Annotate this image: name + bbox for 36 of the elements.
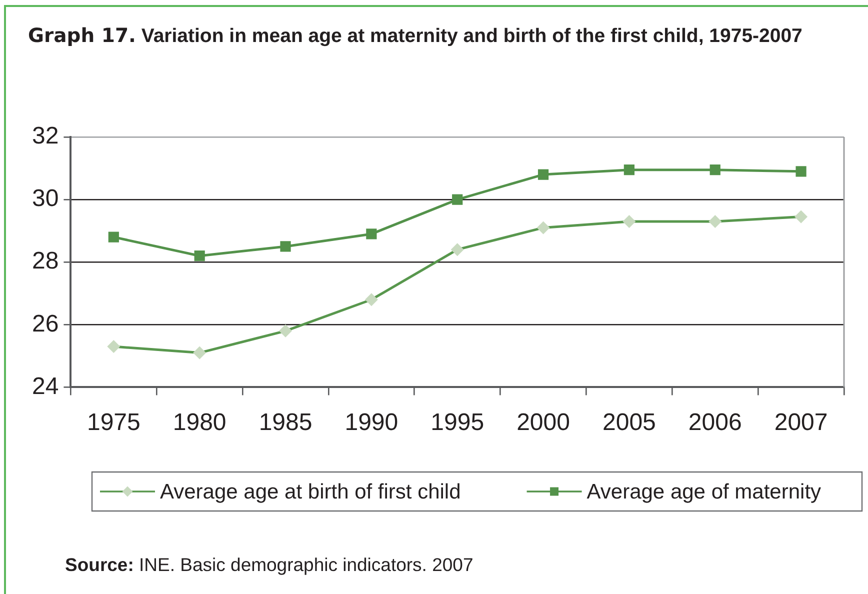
x-tick-label: 2006 [688, 409, 742, 436]
x-tick-label: 1990 [344, 409, 398, 436]
point [279, 324, 292, 338]
x-tick-label: 2000 [516, 409, 570, 436]
point [452, 194, 463, 205]
y-tick-label: 32 [32, 122, 59, 150]
point [622, 214, 636, 228]
point [364, 293, 378, 306]
point [624, 164, 634, 176]
point [450, 243, 464, 256]
point [366, 228, 377, 240]
legend-label: Average age of maternity [586, 480, 822, 504]
x-tick-label: 2005 [602, 409, 656, 436]
point [108, 232, 119, 242]
source-note: Source: INE. Basic demographic indicators. 2007 [65, 554, 474, 576]
y-tick-label: 24 [32, 372, 59, 400]
chart-title: Graph 17. Variation in mean age at maternity and birth of the first child, 1975-2007 [28, 24, 802, 47]
point [193, 346, 206, 360]
x-tick-label: 1995 [430, 409, 484, 436]
y-tick-label: 26 [32, 310, 59, 338]
x-tick-label: 1975 [86, 409, 140, 436]
point [708, 214, 722, 228]
point [796, 166, 806, 177]
y-tick-label: 28 [32, 248, 59, 275]
point [794, 210, 808, 224]
point [536, 221, 550, 234]
x-tick-label: 1985 [258, 409, 312, 436]
x-tick-label: 2007 [774, 409, 828, 436]
point [710, 164, 720, 176]
x-tick-label: 1980 [172, 409, 226, 436]
legend-label: Average age at birth of first child [160, 480, 461, 504]
point [194, 250, 205, 262]
point [538, 169, 549, 180]
point [280, 241, 291, 252]
y-tick-label: 30 [32, 185, 59, 212]
point [107, 340, 120, 354]
